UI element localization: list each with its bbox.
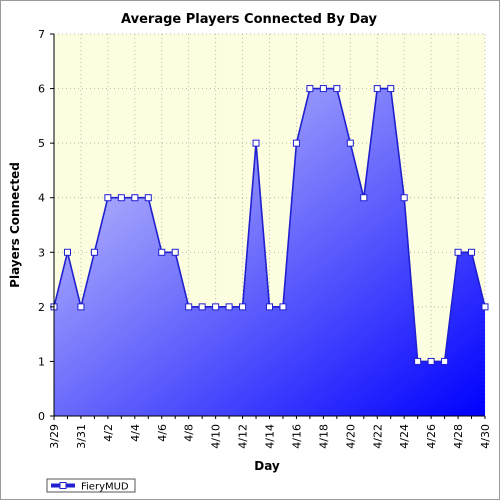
data-point	[117, 194, 125, 202]
x-tick-label: 4/8	[183, 424, 196, 442]
data-point	[387, 85, 395, 93]
y-tick-label: 5	[38, 137, 45, 150]
x-tick-label: 4/12	[237, 424, 250, 449]
x-tick-labels: 3/29 3/31 4/2 4/4 4/6 4/8 4/10 4/12 4/14 4/16 4/18…	[48, 424, 492, 449]
data-point	[185, 303, 193, 311]
data-point	[306, 85, 314, 93]
data-point	[225, 303, 233, 311]
data-point	[239, 303, 247, 311]
data-point	[266, 303, 273, 311]
x-tick-label: 4/14	[264, 424, 277, 449]
data-point	[292, 139, 300, 147]
data-point	[481, 303, 489, 311]
data-point	[373, 85, 381, 93]
y-tick-label: 7	[38, 28, 45, 41]
axes	[50, 33, 486, 420]
legend-marker-icon	[59, 482, 67, 489]
x-tick-label: 4/10	[210, 424, 223, 449]
data-point	[198, 303, 206, 311]
data-point	[400, 194, 408, 202]
legend-box	[46, 478, 136, 493]
data-point	[414, 357, 422, 365]
data-point	[279, 303, 287, 311]
x-tick-label: 4/2	[102, 424, 115, 442]
data-point	[360, 194, 368, 202]
data-point	[333, 85, 341, 93]
data-point	[90, 248, 98, 256]
y-tick-label: 3	[38, 246, 45, 259]
data-point	[77, 303, 85, 311]
x-tick-label: 4/18	[317, 424, 330, 449]
data-point	[454, 248, 462, 256]
x-tick-label: 4/24	[398, 424, 411, 449]
x-tick-label: 4/22	[371, 424, 384, 449]
y-tick-label: 0	[38, 410, 45, 423]
x-tick-label: 3/29	[48, 424, 61, 449]
data-point	[144, 194, 152, 202]
data-point	[131, 194, 139, 202]
data-point	[63, 248, 71, 256]
data-point	[468, 248, 476, 256]
x-tick-label: 4/28	[452, 424, 465, 449]
data-point	[441, 357, 449, 365]
series-area	[54, 88, 485, 417]
data-point	[212, 303, 220, 311]
data-point	[252, 139, 260, 147]
data-point	[346, 139, 354, 147]
x-tick-label: 4/6	[156, 424, 169, 442]
x-axis-label: Day	[254, 459, 280, 473]
x-tick-label: 4/30	[479, 424, 492, 449]
x-tick-label: 4/26	[425, 424, 438, 449]
data-point	[171, 248, 179, 256]
data-point	[158, 248, 166, 256]
chart-title: Average Players Connected By Day	[121, 12, 377, 27]
y-tick-label: 1	[38, 355, 45, 368]
data-point	[427, 357, 435, 365]
y-axis-label: Players Connected	[8, 162, 22, 288]
x-tick-label: 4/16	[290, 424, 303, 449]
legend: FieryMUD	[46, 478, 136, 493]
x-tick-label: 3/31	[75, 424, 88, 449]
y-tick-label: 6	[38, 83, 45, 96]
data-point	[104, 194, 112, 202]
x-tick-label: 4/20	[344, 424, 357, 449]
data-point	[319, 85, 327, 93]
legend-label: FieryMUD	[81, 482, 129, 493]
y-tick-labels: 0 1 2 3 4 5 6 7	[38, 28, 45, 423]
y-tick-label: 2	[38, 301, 45, 314]
x-tick-label: 4/4	[129, 424, 142, 442]
y-tick-label: 4	[38, 192, 45, 205]
